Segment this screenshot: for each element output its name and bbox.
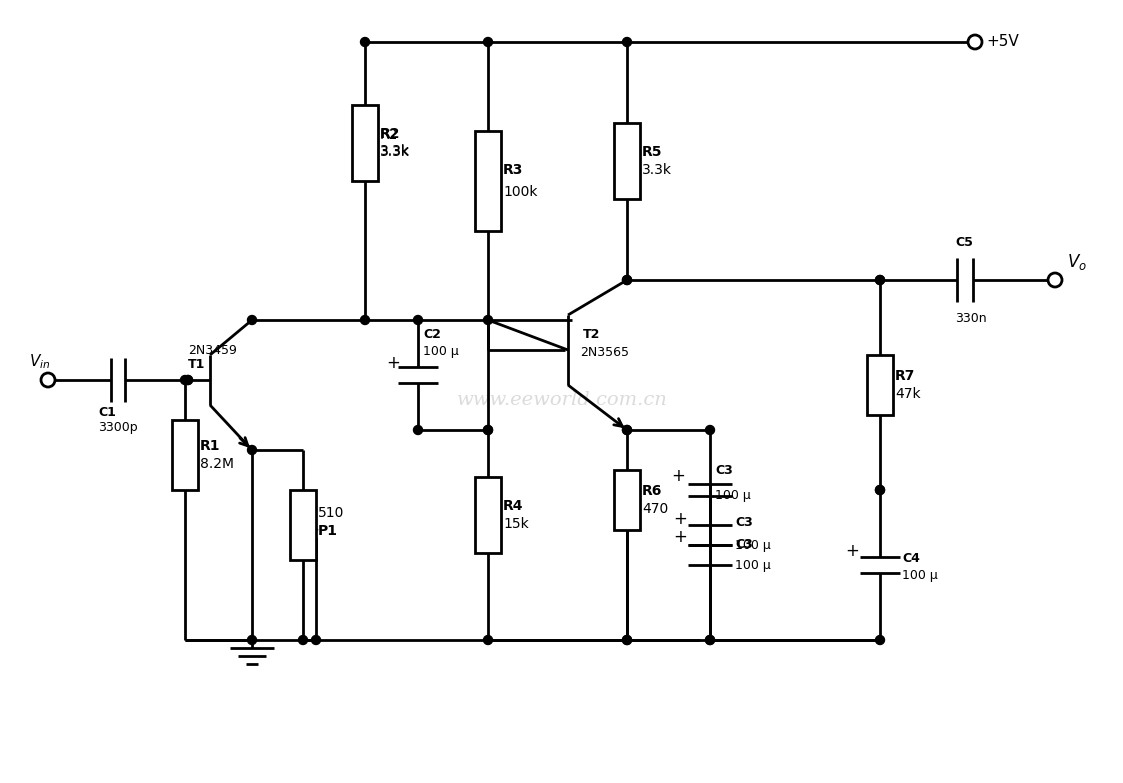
Text: 510: 510 [318, 506, 345, 520]
Circle shape [484, 425, 493, 435]
Text: +: + [673, 528, 687, 546]
Text: R7: R7 [895, 369, 915, 383]
Circle shape [42, 373, 55, 387]
Text: 100 μ: 100 μ [734, 558, 770, 572]
Text: +5V: +5V [986, 34, 1019, 49]
Text: C5: C5 [955, 236, 973, 248]
Text: C3: C3 [734, 517, 752, 529]
Text: T1: T1 [188, 358, 206, 370]
Circle shape [622, 425, 631, 435]
Circle shape [876, 276, 885, 284]
Bar [172, 420, 198, 490]
Text: 3.3k: 3.3k [642, 163, 672, 177]
Text: 15k: 15k [503, 517, 529, 531]
Circle shape [247, 636, 256, 644]
Circle shape [181, 376, 190, 384]
Circle shape [705, 636, 714, 644]
Text: 47k: 47k [895, 387, 921, 401]
Text: R6: R6 [642, 484, 663, 498]
Text: 470: 470 [642, 502, 668, 516]
Circle shape [876, 485, 885, 495]
Text: 330n: 330n [955, 312, 987, 324]
Text: 100 μ: 100 μ [423, 345, 459, 359]
Circle shape [360, 316, 369, 324]
Circle shape [876, 276, 885, 284]
Text: 100 μ: 100 μ [902, 568, 938, 582]
Text: P1: P1 [318, 524, 338, 538]
Text: C4: C4 [902, 553, 920, 565]
Bar [351, 105, 378, 181]
Circle shape [247, 446, 256, 454]
Bar [614, 470, 640, 530]
Circle shape [1048, 273, 1062, 287]
Circle shape [413, 316, 422, 324]
Circle shape [484, 316, 493, 324]
Circle shape [484, 425, 493, 435]
Circle shape [183, 376, 192, 384]
Circle shape [705, 636, 714, 644]
Circle shape [247, 316, 256, 324]
Text: 100k: 100k [503, 185, 538, 199]
Text: R5: R5 [642, 145, 663, 159]
Text: 2N3459: 2N3459 [188, 344, 237, 356]
Text: +: + [673, 510, 687, 528]
Text: R2: R2 [380, 127, 401, 141]
Text: www.eeworld.com.cn: www.eeworld.com.cn [457, 391, 667, 409]
Text: 100 μ: 100 μ [734, 539, 770, 551]
Bar [867, 355, 893, 415]
Text: $V_{in}$: $V_{in}$ [29, 352, 51, 371]
Bar [475, 131, 501, 231]
Text: 2N3565: 2N3565 [579, 345, 629, 359]
Circle shape [311, 636, 320, 644]
Circle shape [360, 38, 369, 46]
Circle shape [705, 425, 714, 435]
Text: C2: C2 [423, 329, 441, 341]
Text: 100 μ: 100 μ [715, 489, 751, 501]
Text: +: + [846, 542, 859, 560]
Text: R2
3.3k: R2 3.3k [380, 128, 410, 158]
Circle shape [622, 636, 631, 644]
Bar [290, 490, 316, 560]
Text: $V_o$: $V_o$ [1067, 252, 1087, 272]
Text: 3.3k: 3.3k [380, 145, 410, 159]
Circle shape [876, 636, 885, 644]
Circle shape [484, 636, 493, 644]
Circle shape [622, 38, 631, 46]
Circle shape [968, 35, 982, 49]
Circle shape [876, 485, 885, 495]
Circle shape [622, 636, 631, 644]
Circle shape [413, 425, 422, 435]
Circle shape [622, 276, 631, 284]
Text: C3: C3 [734, 539, 752, 551]
Text: C3: C3 [715, 464, 732, 477]
Bar [475, 477, 501, 553]
Text: T2: T2 [583, 329, 601, 341]
Text: R1: R1 [200, 439, 220, 453]
Bar [614, 123, 640, 199]
Text: 3300p: 3300p [98, 420, 138, 434]
Circle shape [622, 425, 631, 435]
Circle shape [183, 376, 192, 384]
Text: C1: C1 [98, 406, 116, 418]
Text: +: + [386, 354, 400, 372]
Text: R4: R4 [503, 499, 523, 513]
Circle shape [484, 38, 493, 46]
Circle shape [622, 276, 631, 284]
Text: R3: R3 [503, 163, 523, 177]
Text: +: + [672, 467, 685, 485]
Circle shape [299, 636, 308, 644]
Text: 8.2M: 8.2M [200, 457, 234, 471]
